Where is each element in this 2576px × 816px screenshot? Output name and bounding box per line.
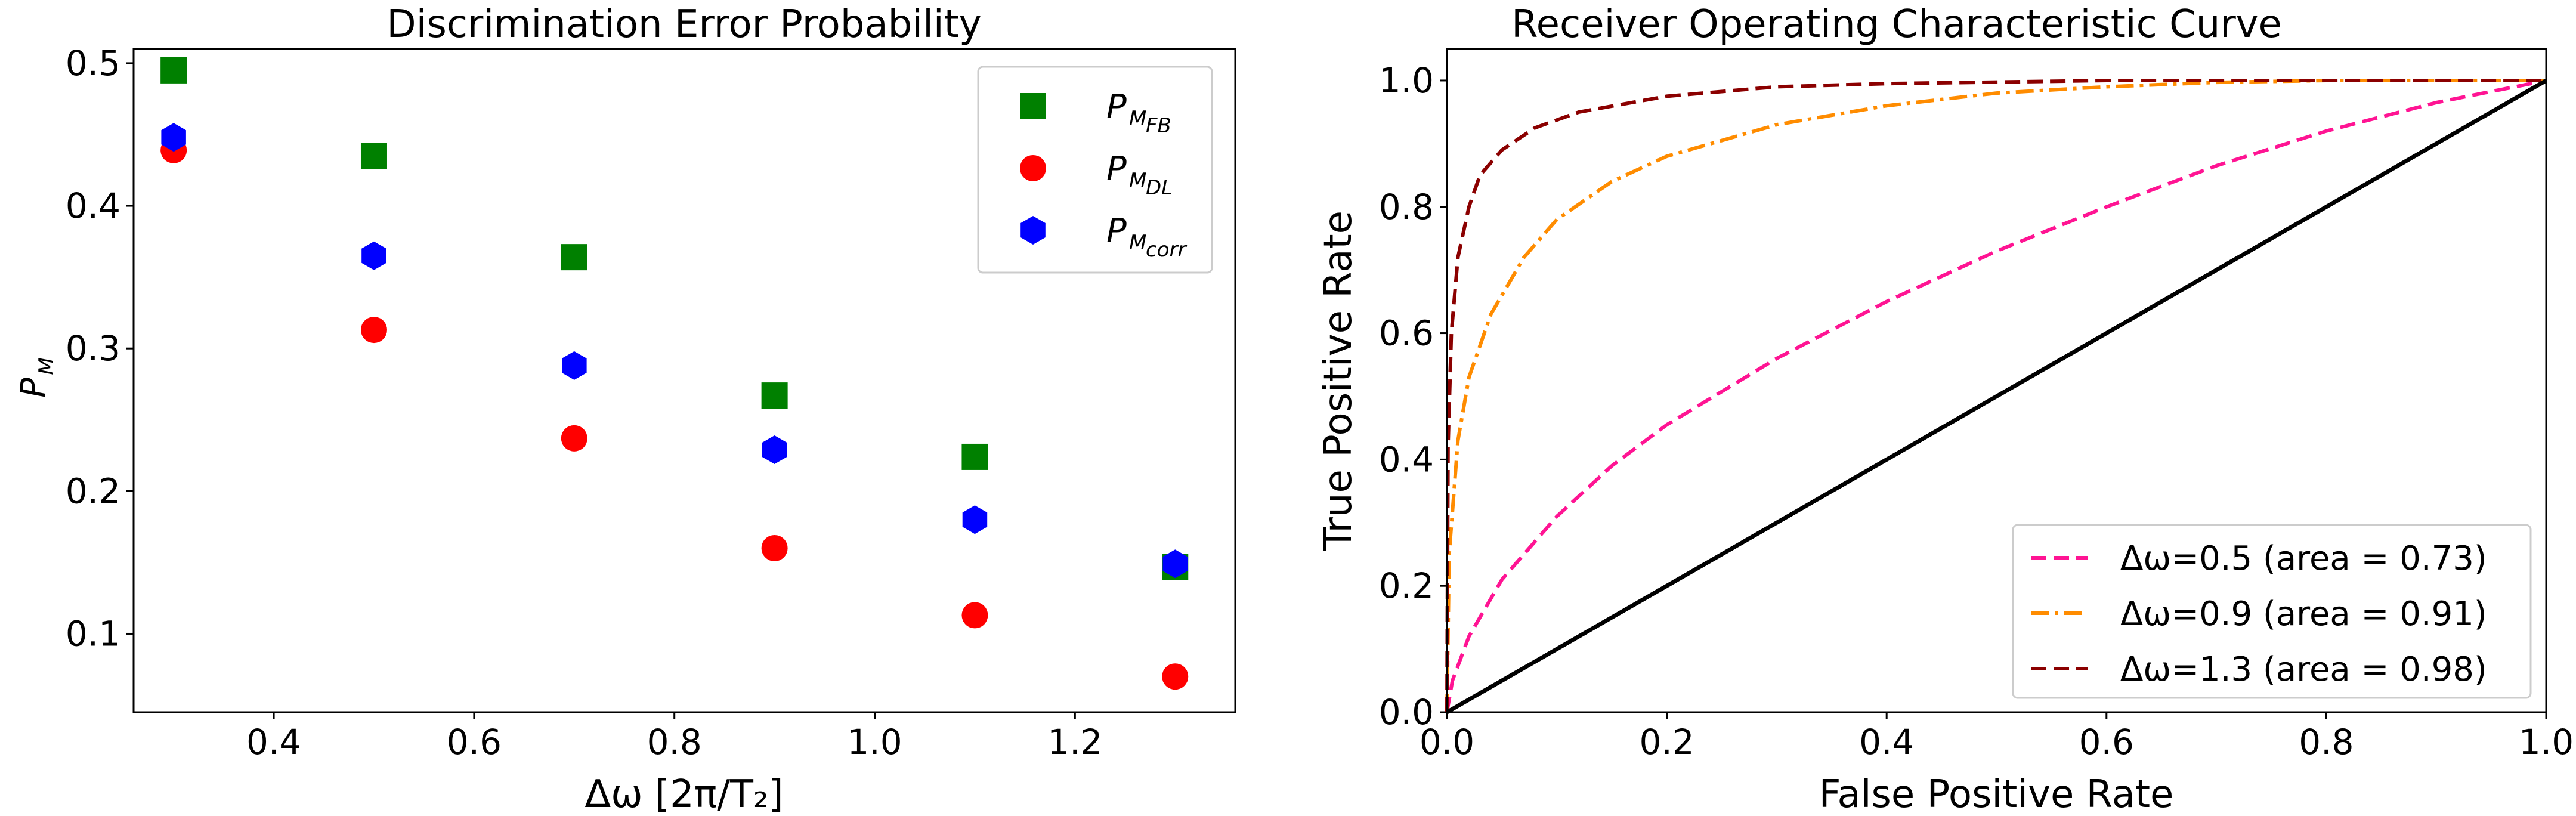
right-title: Receiver Operating Characteristic Curve [1511,2,2282,47]
legend-marker-fb [1020,93,1046,119]
point-dl [561,425,587,452]
legend-label-sub: M [1129,169,1146,193]
point-corr [562,351,587,380]
left-axes-frame [132,48,1236,713]
left-ytick-label: 0.5 [66,43,120,84]
right-legend-box [2012,524,2532,699]
legend-label-sub: M [1129,107,1146,131]
point-dl [761,534,788,561]
roc-curve-2 [1445,79,2546,713]
right-legend: Δω=0.5 (area = 0.73) Δω=0.9 (area = 0.91)… [2012,524,2532,699]
right-xtick-label: 1.0 [2519,722,2574,762]
right-ytick-label: 0.0 [1379,692,1434,732]
left-xtick-label: 0.4 [246,722,301,762]
left-xtick-label: 1.2 [1047,722,1102,762]
left-ylabel: P M [14,357,58,398]
left-ytick-label: 0.3 [66,328,120,369]
left-xtick-label: 1.0 [847,722,902,762]
legend-label-1: Δω=0.9 (area = 0.91) [2120,595,2487,633]
point-dl [360,317,387,344]
point-corr [161,123,186,152]
legend-label-main: P [1106,150,1127,188]
left-ytick-label: 0.1 [66,613,120,654]
legend-label-subsub: corr [1146,238,1187,262]
roc-curve-1 [1445,79,2546,713]
left-xtick-label: 0.6 [447,722,502,762]
roc-curve-0 [1445,79,2547,713]
point-corr [1162,549,1188,579]
left-xtick-label: 0.8 [647,722,702,762]
legend-label-2: Δω=1.3 (area = 0.98) [2120,650,2487,689]
right-xtick-label: 0.8 [2299,722,2354,762]
chance-diagonal-line [1446,78,2547,715]
right-axes-frame [1446,48,2547,713]
point-corr [962,505,988,534]
point-fb [961,443,988,470]
legend-marker-dl [1020,155,1046,181]
right-panel: Receiver Operating Characteristic Curve … [1316,2,2574,816]
left-ylabel-sub: M [35,357,58,375]
right-marks [1445,78,2547,715]
point-dl [961,602,988,629]
right-xtick-label: 0.6 [2079,722,2134,762]
right-ytick-label: 0.2 [1379,565,1434,606]
right-ylabel: True Positive Rate [1316,211,1360,551]
left-ticks: 0.4 0.6 0.8 1.0 1.2 0.1 0.2 0.3 0.4 0.5 [66,43,1103,762]
point-dl [1162,663,1189,690]
point-fb [360,143,387,169]
legend-label-0: Δω=0.5 (area = 0.73) [2120,539,2487,578]
left-title: Discrimination Error Probability [386,2,981,47]
legend-label-subsub: FB [1146,114,1171,138]
left-ylabel-main: P [14,378,53,398]
point-corr [762,435,787,464]
left-ytick-label: 0.2 [66,471,120,511]
right-ytick-label: 0.8 [1379,187,1434,227]
right-xlabel: False Positive Rate [1819,772,2174,816]
point-corr [361,241,386,270]
right-ytick-label: 1.0 [1379,60,1434,101]
right-ticks: 0.0 0.2 0.4 0.6 0.8 1.0 0.0 0.2 0.4 0.6 0.8 1.0 [1379,60,2574,762]
right-xtick-label: 0.0 [1420,722,1474,762]
legend-label-main: P [1106,212,1127,251]
right-xtick-label: 0.2 [1639,722,1694,762]
point-fb [761,382,788,409]
left-panel: Discrimination Error Probability 0.4 0.6 0… [14,2,1236,816]
point-fb [160,57,187,84]
legend-label-main: P [1106,88,1127,126]
left-marks [160,57,1189,690]
right-xtick-label: 0.4 [1859,722,1914,762]
right-ytick-label: 0.6 [1379,313,1434,354]
legend-label-sub: M [1129,231,1146,255]
legend-marker-corr [1020,216,1046,245]
left-xlabel: Δω [2π/T₂] [585,772,783,816]
left-ytick-label: 0.4 [66,186,120,226]
legend-label-subsub: DL [1146,176,1173,200]
point-fb [561,244,587,271]
right-ytick-label: 0.4 [1379,439,1434,480]
